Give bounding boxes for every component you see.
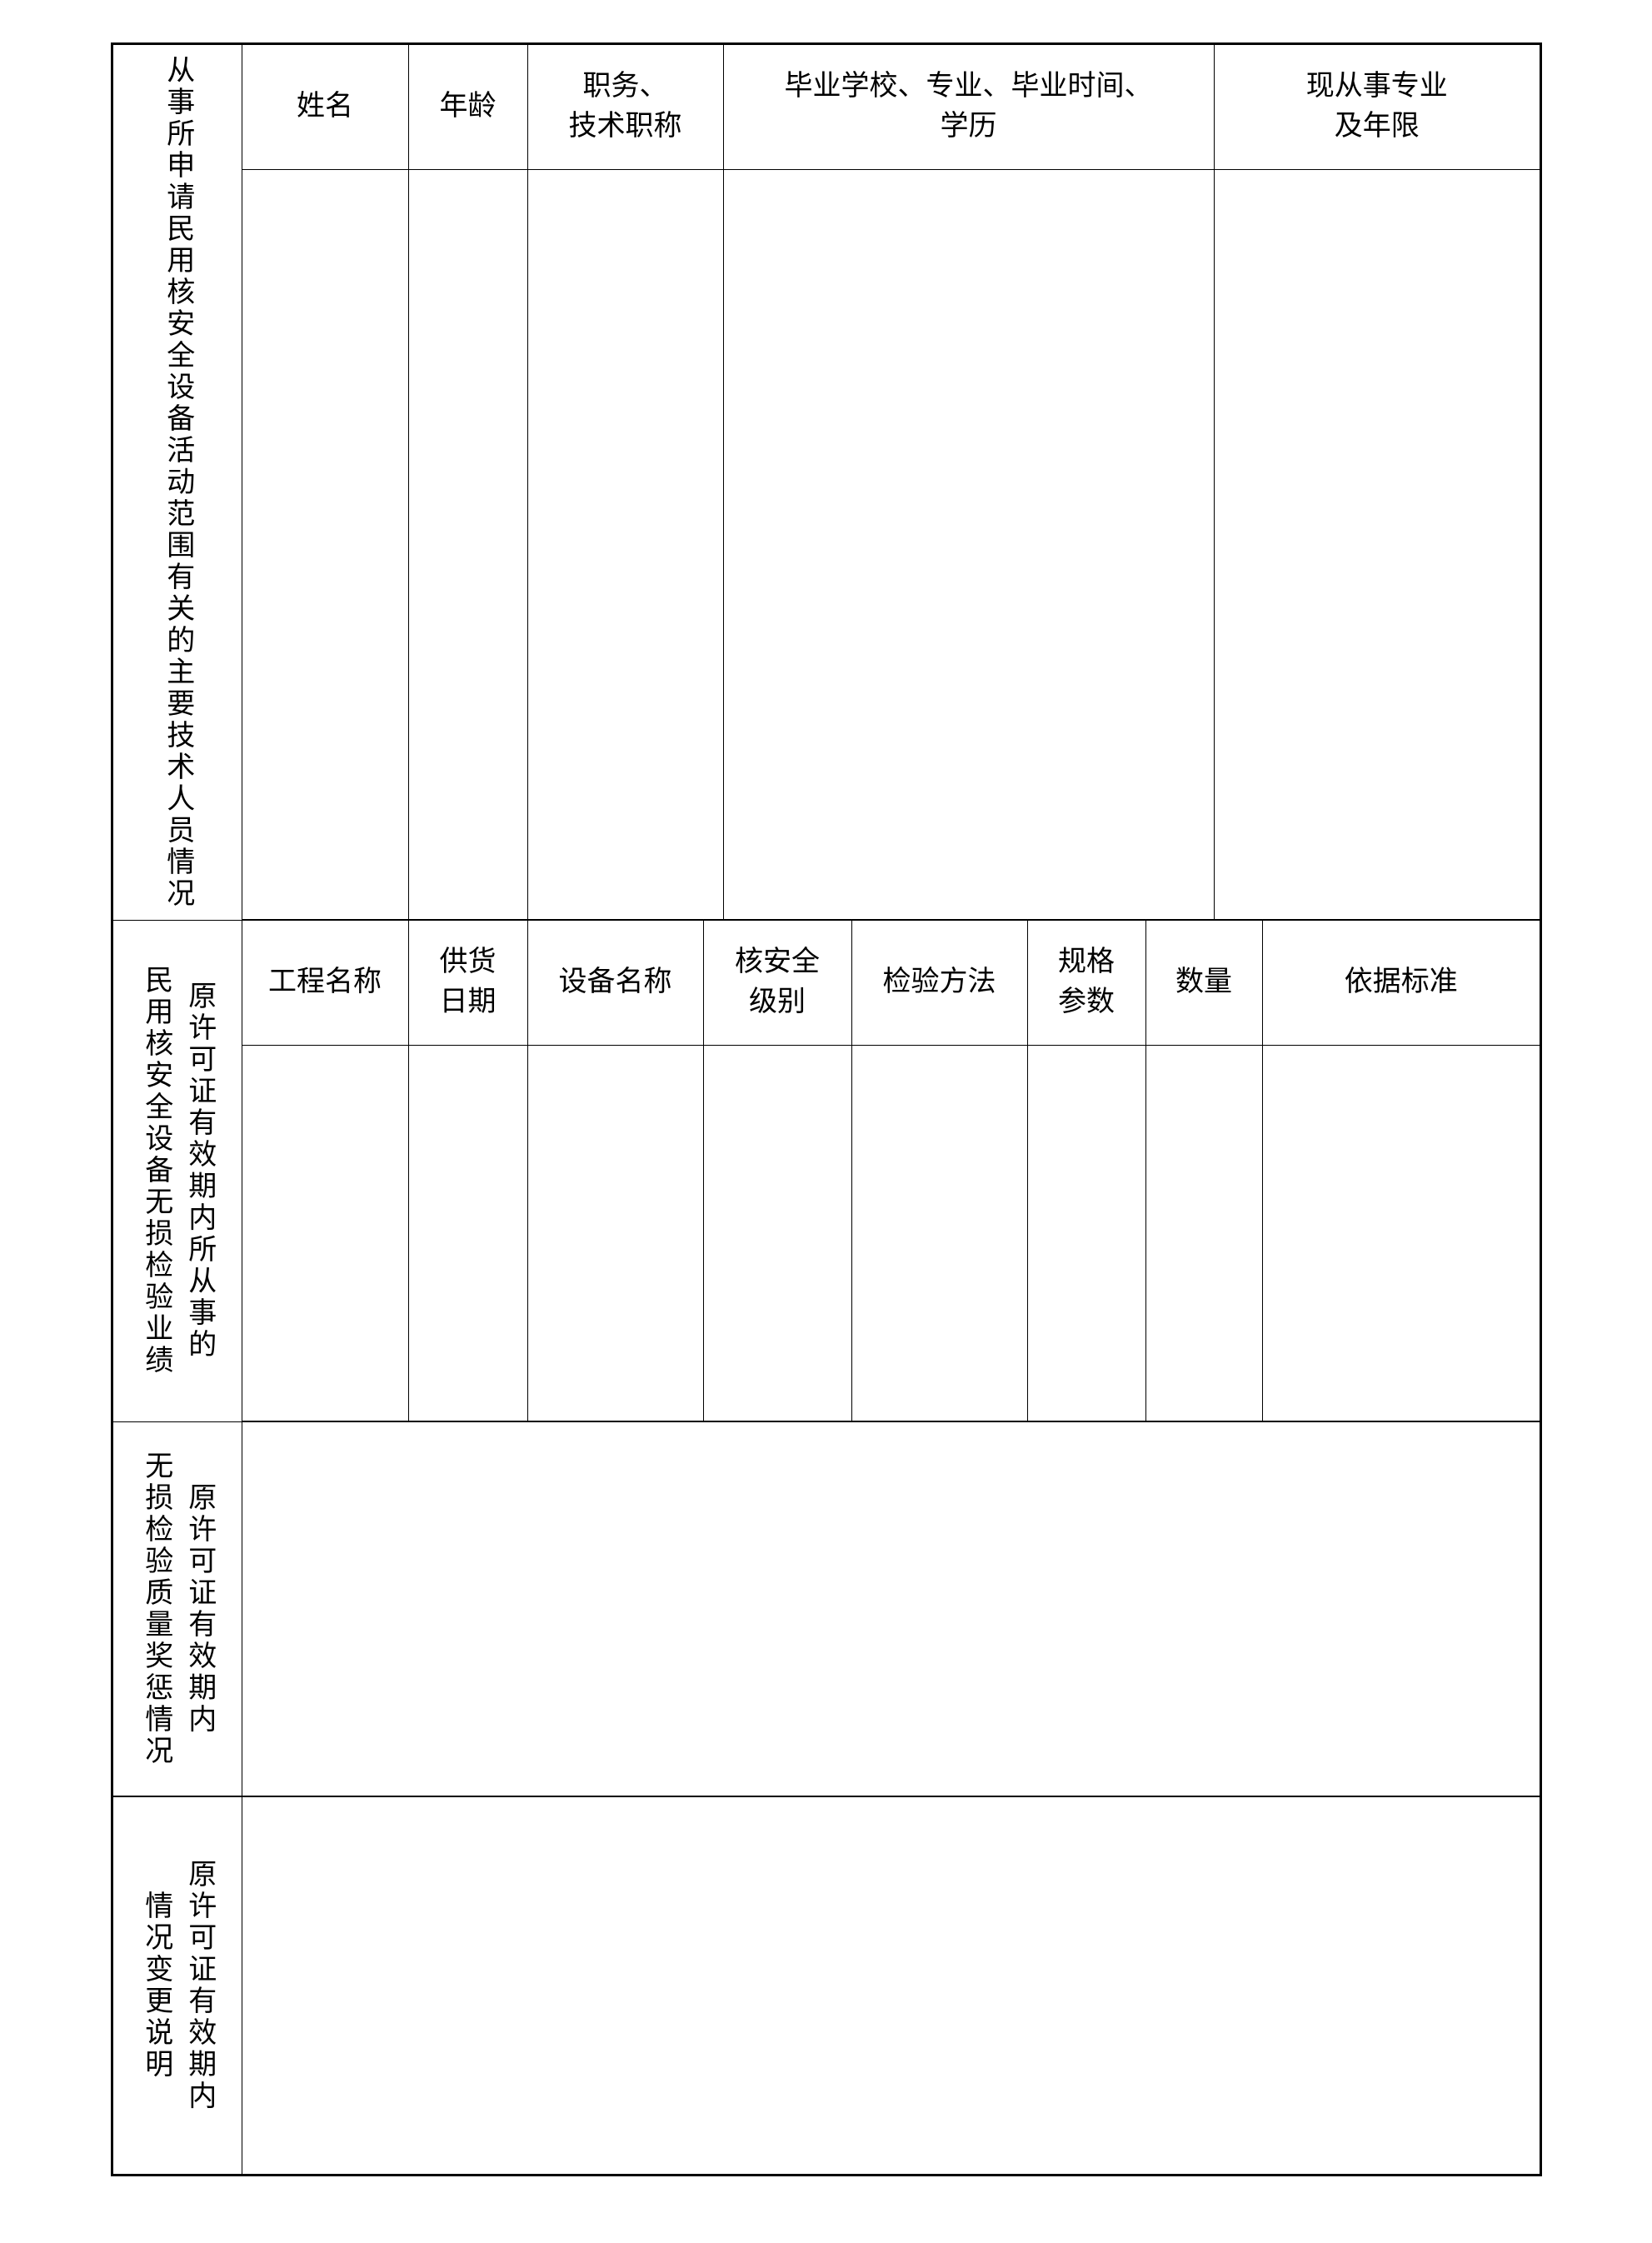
application-form-table: 从事所申请民用核安全设备活动范围有关的主要技术人员情况 姓名 年龄 职务、技术职… <box>111 42 1542 2176</box>
header-text: 依据标准 <box>1344 967 1458 998</box>
quality-rewards-section: 原许可证有效期内 无损检验质量奖惩情况 <box>113 1422 1540 1797</box>
header-text: 年龄 <box>439 91 497 122</box>
header-quantity: 数量 <box>1145 921 1263 1046</box>
cell-safety-class[interactable] <box>702 1044 852 1422</box>
cell-change-description[interactable] <box>241 1797 1540 2174</box>
header-text: 核安全 <box>735 947 820 978</box>
cell-equipment-name[interactable] <box>527 1044 704 1422</box>
section-label-line: 民用核安全设备无损检验业绩 <box>140 965 172 1377</box>
header-text: 学历 <box>940 111 997 142</box>
cell-delivery-date[interactable] <box>407 1044 528 1422</box>
header-text: 参数 <box>1058 987 1115 1018</box>
inspection-record-section: 原许可证有效期内所从事的 民用核安全设备无损检验业绩 工程名称 供货日期 设备名称… <box>113 921 1540 1422</box>
header-text: 现从事专业 <box>1305 71 1448 102</box>
change-description-section: 原许可证有效期内 情况变更说明 <box>113 1797 1540 2174</box>
header-text: 技术职称 <box>568 111 682 142</box>
cell-standard[interactable] <box>1261 1044 1540 1422</box>
header-text: 级别 <box>749 987 806 1018</box>
header-education: 毕业学校、专业、毕业时间、 学历 <box>722 45 1215 170</box>
header-standard: 依据标准 <box>1261 921 1540 1046</box>
header-inspection-method: 检验方法 <box>851 921 1028 1046</box>
header-text: 规格 <box>1058 947 1115 978</box>
header-text: 毕业学校、专业、毕业时间、 <box>784 71 1153 102</box>
header-project-name: 工程名称 <box>241 921 409 1046</box>
header-text: 日期 <box>439 987 497 1018</box>
section-label-quality-rewards: 原许可证有效期内 无损检验质量奖惩情况 <box>113 1422 242 1797</box>
section-label-line: 从事所申请民用核安全设备活动范围有关的主要技术人员情况 <box>162 54 193 910</box>
header-text: 供货 <box>439 947 497 978</box>
section-label-inspection-record: 原许可证有效期内所从事的 民用核安全设备无损检验业绩 <box>113 921 242 1422</box>
technical-staff-section: 从事所申请民用核安全设备活动范围有关的主要技术人员情况 姓名 年龄 职务、技术职… <box>113 45 1540 921</box>
header-specification: 规格 参数 <box>1026 921 1146 1046</box>
cell-quantity[interactable] <box>1145 1044 1263 1422</box>
header-text: 姓名 <box>297 91 353 122</box>
header-current-specialty: 现从事专业 及年限 <box>1213 45 1540 170</box>
section-label-line: 情况变更说明 <box>140 1891 172 2081</box>
header-safety-class: 核安全 级别 <box>702 921 852 1046</box>
cell-age[interactable] <box>407 168 528 921</box>
section-label-change-description: 原许可证有效期内 情况变更说明 <box>113 1797 242 2174</box>
section-label-line: 原许可证有效期内 <box>183 1482 215 1736</box>
section-label-line: 无损检验质量奖惩情况 <box>140 1451 172 1767</box>
cell-education[interactable] <box>722 168 1215 921</box>
header-text: 及年限 <box>1334 111 1420 142</box>
header-name: 姓名 <box>241 45 409 170</box>
cell-specification[interactable] <box>1026 1044 1146 1422</box>
section-label-technical-staff: 从事所申请民用核安全设备活动范围有关的主要技术人员情况 <box>113 45 242 921</box>
section-label-line: 原许可证有效期内所从事的 <box>183 981 215 1361</box>
cell-project-name[interactable] <box>242 1044 409 1422</box>
cell-inspection-method[interactable] <box>851 1044 1028 1422</box>
header-text: 数量 <box>1175 967 1232 998</box>
header-text: 设备名称 <box>558 967 672 998</box>
cell-name[interactable] <box>242 168 409 921</box>
cell-quality-rewards[interactable] <box>241 1422 1540 1797</box>
cell-current-specialty[interactable] <box>1213 168 1540 921</box>
header-equipment-name: 设备名称 <box>527 921 704 1046</box>
header-text: 检验方法 <box>882 967 996 998</box>
header-age: 年龄 <box>407 45 528 170</box>
cell-position-title[interactable] <box>527 168 724 921</box>
header-position-title: 职务、 技术职称 <box>527 45 724 170</box>
section-label-line: 原许可证有效期内 <box>183 1859 215 2112</box>
header-delivery-date: 供货 日期 <box>407 921 528 1046</box>
header-text: 工程名称 <box>268 967 382 998</box>
header-text: 职务、 <box>582 71 668 102</box>
